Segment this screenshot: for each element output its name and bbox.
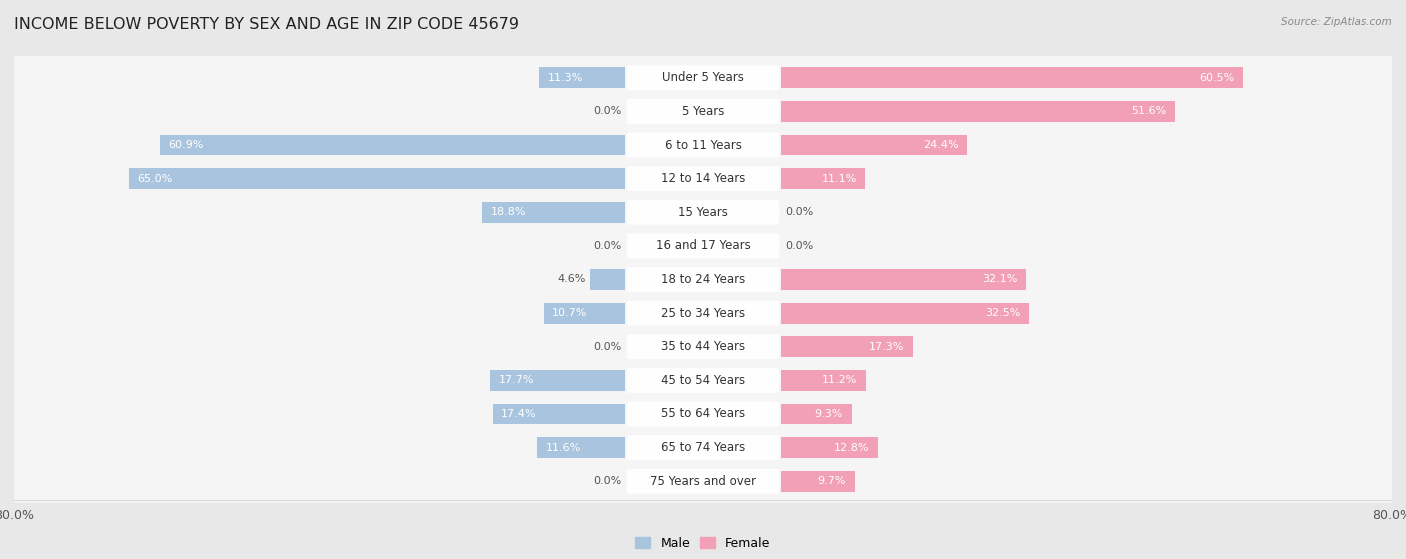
Bar	[780, 370, 866, 391]
Text: 11.3%: 11.3%	[548, 73, 583, 83]
Text: 15 Years: 15 Years	[678, 206, 728, 219]
FancyBboxPatch shape	[14, 456, 1392, 507]
Text: 32.1%: 32.1%	[981, 274, 1017, 285]
FancyBboxPatch shape	[14, 287, 1392, 339]
FancyBboxPatch shape	[627, 132, 779, 158]
Bar	[780, 168, 865, 189]
FancyBboxPatch shape	[14, 321, 1392, 373]
Bar	[160, 135, 626, 155]
FancyBboxPatch shape	[627, 267, 779, 292]
FancyBboxPatch shape	[627, 234, 779, 258]
FancyBboxPatch shape	[627, 99, 779, 124]
Text: 17.3%: 17.3%	[869, 342, 904, 352]
FancyBboxPatch shape	[627, 368, 779, 393]
Text: 18 to 24 Years: 18 to 24 Years	[661, 273, 745, 286]
FancyBboxPatch shape	[627, 166, 779, 191]
Legend: Male, Female: Male, Female	[630, 532, 776, 555]
Text: 9.7%: 9.7%	[817, 476, 846, 486]
Text: 0.0%: 0.0%	[593, 342, 621, 352]
Text: 18.8%: 18.8%	[491, 207, 526, 217]
Text: Under 5 Years: Under 5 Years	[662, 71, 744, 84]
Bar	[780, 303, 1029, 324]
FancyBboxPatch shape	[14, 388, 1392, 440]
FancyBboxPatch shape	[14, 220, 1392, 272]
Text: 11.2%: 11.2%	[823, 376, 858, 385]
Text: 24.4%: 24.4%	[922, 140, 959, 150]
Text: 11.1%: 11.1%	[821, 174, 856, 183]
Text: 0.0%: 0.0%	[593, 106, 621, 116]
Text: 12.8%: 12.8%	[834, 443, 870, 453]
Text: 17.7%: 17.7%	[499, 376, 534, 385]
Bar	[780, 337, 912, 357]
Text: 35 to 44 Years: 35 to 44 Years	[661, 340, 745, 353]
Bar	[537, 437, 626, 458]
Text: 10.7%: 10.7%	[553, 308, 588, 318]
FancyBboxPatch shape	[14, 52, 1392, 103]
Text: 6 to 11 Years: 6 to 11 Years	[665, 139, 741, 151]
Text: 0.0%: 0.0%	[785, 207, 813, 217]
Bar	[538, 67, 626, 88]
FancyBboxPatch shape	[627, 435, 779, 460]
Bar	[780, 437, 879, 458]
FancyBboxPatch shape	[14, 86, 1392, 138]
Bar	[591, 269, 626, 290]
Text: 55 to 64 Years: 55 to 64 Years	[661, 408, 745, 420]
Text: 25 to 34 Years: 25 to 34 Years	[661, 307, 745, 320]
FancyBboxPatch shape	[14, 254, 1392, 305]
FancyBboxPatch shape	[14, 153, 1392, 205]
Text: 4.6%: 4.6%	[558, 274, 586, 285]
FancyBboxPatch shape	[627, 200, 779, 225]
Text: 5 Years: 5 Years	[682, 105, 724, 118]
Text: 65.0%: 65.0%	[138, 174, 173, 183]
Text: 65 to 74 Years: 65 to 74 Years	[661, 441, 745, 454]
Text: 51.6%: 51.6%	[1130, 106, 1166, 116]
Bar	[544, 303, 626, 324]
Text: 9.3%: 9.3%	[814, 409, 844, 419]
FancyBboxPatch shape	[14, 119, 1392, 171]
Text: 75 Years and over: 75 Years and over	[650, 475, 756, 488]
Bar	[780, 471, 855, 492]
FancyBboxPatch shape	[627, 401, 779, 427]
FancyBboxPatch shape	[14, 421, 1392, 473]
Text: 0.0%: 0.0%	[785, 241, 813, 251]
Text: 60.5%: 60.5%	[1199, 73, 1234, 83]
Text: 0.0%: 0.0%	[593, 476, 621, 486]
Text: 0.0%: 0.0%	[593, 241, 621, 251]
Text: 45 to 54 Years: 45 to 54 Years	[661, 374, 745, 387]
Text: 11.6%: 11.6%	[546, 443, 581, 453]
FancyBboxPatch shape	[14, 354, 1392, 406]
Bar	[129, 168, 626, 189]
Bar	[491, 370, 626, 391]
Text: 60.9%: 60.9%	[169, 140, 204, 150]
Bar	[780, 404, 852, 424]
Bar	[780, 269, 1026, 290]
FancyBboxPatch shape	[14, 186, 1392, 238]
Bar	[780, 67, 1243, 88]
Bar	[492, 404, 626, 424]
Text: 17.4%: 17.4%	[501, 409, 537, 419]
Text: Source: ZipAtlas.com: Source: ZipAtlas.com	[1281, 17, 1392, 27]
Text: INCOME BELOW POVERTY BY SEX AND AGE IN ZIP CODE 45679: INCOME BELOW POVERTY BY SEX AND AGE IN Z…	[14, 17, 519, 32]
Bar	[780, 101, 1175, 122]
FancyBboxPatch shape	[627, 469, 779, 494]
FancyBboxPatch shape	[627, 65, 779, 90]
Text: 32.5%: 32.5%	[986, 308, 1021, 318]
Text: 16 and 17 Years: 16 and 17 Years	[655, 239, 751, 252]
FancyBboxPatch shape	[627, 301, 779, 325]
Bar	[482, 202, 626, 222]
Text: 12 to 14 Years: 12 to 14 Years	[661, 172, 745, 185]
Bar	[780, 135, 967, 155]
FancyBboxPatch shape	[627, 334, 779, 359]
